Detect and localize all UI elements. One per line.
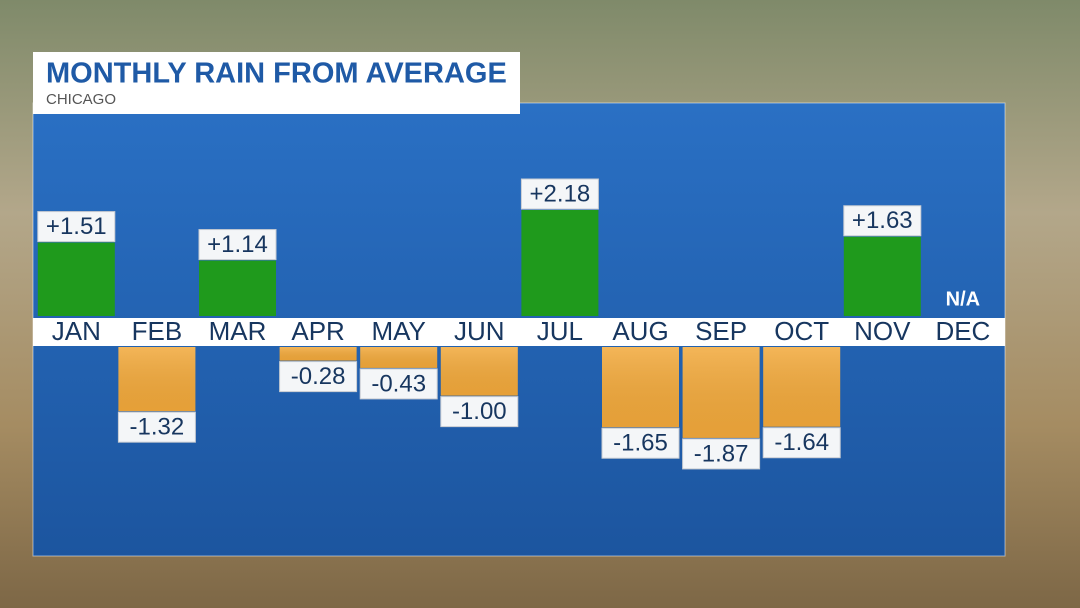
bar-shade <box>682 347 760 438</box>
bar-shade <box>440 347 518 396</box>
value-label: -1.32 <box>130 414 185 441</box>
value-label: -0.28 <box>291 363 346 390</box>
value-label: -1.87 <box>694 440 749 467</box>
value-label: +1.14 <box>207 231 268 258</box>
x-tick-label: JAN <box>52 316 101 346</box>
value-label-box <box>520 178 599 210</box>
value-label-box <box>440 396 519 428</box>
x-tick-label: APR <box>291 316 344 346</box>
value-label-box <box>117 411 196 443</box>
title-box <box>33 52 520 114</box>
chart-subtitle: CHICAGO <box>46 91 116 108</box>
value-label-box <box>37 211 116 243</box>
bar <box>199 260 276 316</box>
x-tick-label: DEC <box>935 316 990 346</box>
bar-shade <box>118 347 196 412</box>
bar-shade <box>279 347 357 361</box>
x-tick-label: MAY <box>371 316 425 346</box>
value-label-box <box>279 361 358 393</box>
value-label: +2.18 <box>530 180 591 207</box>
value-label-box <box>843 205 922 237</box>
value-label: +1.63 <box>852 207 913 234</box>
bar-shade <box>763 347 841 427</box>
value-label-box <box>682 438 761 470</box>
x-tick-label: OCT <box>774 316 829 346</box>
chart-title: MONTHLY RAIN FROM AVERAGE <box>46 58 507 90</box>
x-tick-label: AUG <box>612 316 668 346</box>
x-tick-label: FEB <box>132 316 183 346</box>
value-label: -1.64 <box>774 429 829 456</box>
x-tick-label: JUL <box>537 316 583 346</box>
value-label-box <box>198 229 277 261</box>
bar-shade <box>602 347 679 428</box>
x-tick-label: NOV <box>854 316 911 346</box>
value-label: +1.51 <box>46 213 107 240</box>
bar <box>843 236 921 316</box>
value-label: -1.00 <box>452 398 507 425</box>
value-label-box <box>762 427 841 459</box>
bar-shade <box>360 347 438 368</box>
x-tick-label: SEP <box>695 316 747 346</box>
x-tick-label: MAR <box>209 316 267 346</box>
x-tick-label: JUN <box>454 316 505 346</box>
bar <box>521 210 599 316</box>
value-label: N/A <box>946 288 980 310</box>
category-strip <box>33 318 1005 346</box>
value-label: -1.65 <box>613 430 668 457</box>
bar <box>37 242 115 316</box>
value-label-box <box>601 427 680 459</box>
value-label: -0.43 <box>371 370 426 397</box>
value-label-box <box>359 368 438 400</box>
